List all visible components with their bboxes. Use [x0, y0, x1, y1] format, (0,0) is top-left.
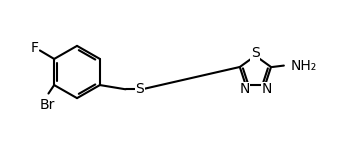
Text: F: F: [30, 41, 38, 55]
Text: N: N: [239, 82, 250, 96]
Text: NH₂: NH₂: [291, 59, 317, 73]
Text: S: S: [135, 82, 144, 96]
Text: Br: Br: [39, 98, 55, 112]
Text: N: N: [261, 82, 272, 96]
Text: S: S: [251, 46, 260, 60]
